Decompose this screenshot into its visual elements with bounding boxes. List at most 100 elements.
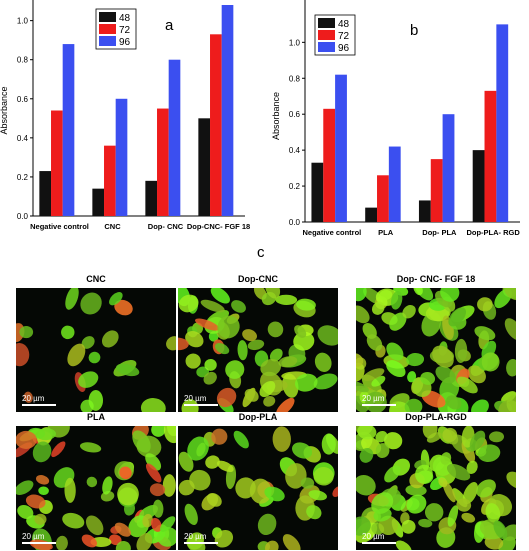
legend-swatch-48: [99, 12, 116, 22]
bar-72-1: [377, 175, 389, 222]
legend-swatch-72: [99, 24, 116, 34]
micrograph-cells: [356, 426, 516, 550]
x-tick-label: Dop-PLA- RGD: [466, 228, 520, 237]
bar-72-2: [157, 108, 169, 216]
micrograph-title: Dop-PLA-RGD: [405, 412, 467, 422]
chart-a: 0.0 0.2 0.4 0.6 0.8 1.0 Absorbance Negative con…: [0, 0, 250, 231]
x-tick-label: PLA: [378, 228, 394, 237]
bar-96-2: [168, 59, 181, 216]
x-tick-label: Dop- CNC: [148, 222, 184, 231]
scale-bar-label: 20 µm: [22, 394, 45, 403]
scale-bar: 20 µm: [22, 394, 56, 406]
scale-bar-label: 20 µm: [184, 532, 207, 541]
bar-72-1: [104, 145, 116, 216]
x-tick-label: Dop-CNC- FGF 18: [187, 222, 250, 231]
micrograph-title: Dop-PLA: [238, 412, 278, 422]
scale-bar-line: [22, 404, 56, 406]
scale-bar: 20 µm: [362, 394, 396, 406]
bar-48-1: [365, 207, 378, 222]
scale-bar-label: 20 µm: [22, 532, 45, 541]
legend-label-96: 96: [338, 43, 350, 54]
y-tick-label: 0.6: [289, 110, 301, 119]
bar-48-3: [198, 118, 211, 216]
x-tick-label: Dop- PLA: [422, 228, 457, 237]
scale-bar-line: [362, 542, 396, 544]
bar-72-2: [430, 159, 443, 222]
micrograph-image: 20 µm: [356, 426, 516, 550]
scale-bar-line: [22, 542, 56, 544]
y-axis-label: Absorbance: [0, 86, 9, 134]
panel-letter: a: [165, 17, 174, 34]
micrograph-image: 20 µm: [178, 288, 338, 412]
y-tick-label: 1.0: [289, 38, 301, 47]
y-tick-label: 0.8: [17, 56, 29, 65]
bar-48-0: [311, 162, 324, 222]
y-tick-label: 0.8: [289, 74, 301, 83]
bar-96-3: [221, 5, 234, 216]
scale-bar-line: [362, 404, 396, 406]
micrograph-title: Dop- CNC- FGF 18: [396, 274, 476, 284]
micrograph-title: PLA: [87, 412, 105, 422]
bar-48-0: [39, 171, 52, 216]
legend-label-96: 96: [119, 37, 131, 48]
micrograph-title: CNC: [86, 274, 106, 284]
bar-72-3: [484, 90, 497, 222]
charts-svg: 0.0 0.2 0.4 0.6 0.8 1.0 Absorbance Negative con…: [0, 0, 520, 237]
micrograph-image: 20 µm: [16, 426, 176, 550]
scale-bar: 20 µm: [184, 532, 218, 544]
legend-label-72: 72: [119, 25, 131, 36]
x-tick-label: Negative control: [302, 228, 361, 237]
x-tick-label: CNC: [104, 222, 121, 231]
bar-96-3: [496, 24, 509, 223]
scale-bar-label: 20 µm: [362, 532, 385, 541]
y-tick-label: 1.0: [17, 17, 29, 26]
bar-48-3: [472, 150, 485, 222]
panel-letter: b: [410, 22, 418, 39]
micrograph-cells: [16, 288, 176, 412]
scale-bar-line: [184, 542, 218, 544]
bar-96-0: [62, 44, 75, 217]
y-tick-label: 0.2: [17, 173, 29, 182]
micrograph-cells: [178, 288, 338, 412]
bar-48-2: [145, 180, 158, 216]
scale-bar-line: [184, 404, 218, 406]
scale-bar-label: 20 µm: [184, 394, 207, 403]
y-tick-label: 0.4: [17, 134, 29, 143]
micrograph-image: 20 µm: [178, 426, 338, 550]
y-tick-label: 0.0: [289, 218, 301, 227]
scale-bar-label: 20 µm: [362, 394, 385, 403]
y-tick-label: 0.6: [17, 95, 29, 104]
bar-72-3: [210, 34, 222, 216]
legend-label-72: 72: [338, 31, 350, 42]
y-axis-label: Absorbance: [271, 92, 281, 140]
legend-swatch-96: [99, 36, 116, 46]
bar-96-2: [442, 114, 455, 222]
legend-swatch-96: [318, 42, 335, 52]
scale-bar: 20 µm: [22, 532, 56, 544]
legend-swatch-48: [318, 18, 335, 28]
panel-letter-c: c: [257, 244, 265, 261]
bar-72-0: [51, 110, 63, 216]
micrograph-image: 20 µm: [356, 288, 516, 412]
scale-bar: 20 µm: [184, 394, 218, 406]
micrograph-cells: [356, 288, 516, 412]
x-tick-label: Negative control: [30, 222, 89, 231]
bar-48-2: [418, 200, 431, 222]
scale-bar: 20 µm: [362, 532, 396, 544]
y-tick-label: 0.0: [17, 212, 29, 221]
y-tick-label: 0.4: [289, 146, 301, 155]
bar-96-1: [115, 98, 128, 216]
legend-label-48: 48: [338, 19, 350, 30]
bar-96-1: [388, 146, 401, 222]
bar-96-0: [335, 74, 347, 222]
bar-48-1: [92, 188, 105, 216]
micrograph-cells: [178, 426, 338, 550]
y-tick-label: 0.2: [289, 182, 301, 191]
legend-label-48: 48: [119, 13, 131, 24]
chart-b: 0.0 0.2 0.4 0.6 0.8 1.0 Absorbance Negative con…: [271, 0, 520, 237]
micrograph-image: 20 µm: [16, 288, 176, 412]
micrograph-cells: [16, 426, 176, 550]
legend-swatch-72: [318, 30, 335, 40]
